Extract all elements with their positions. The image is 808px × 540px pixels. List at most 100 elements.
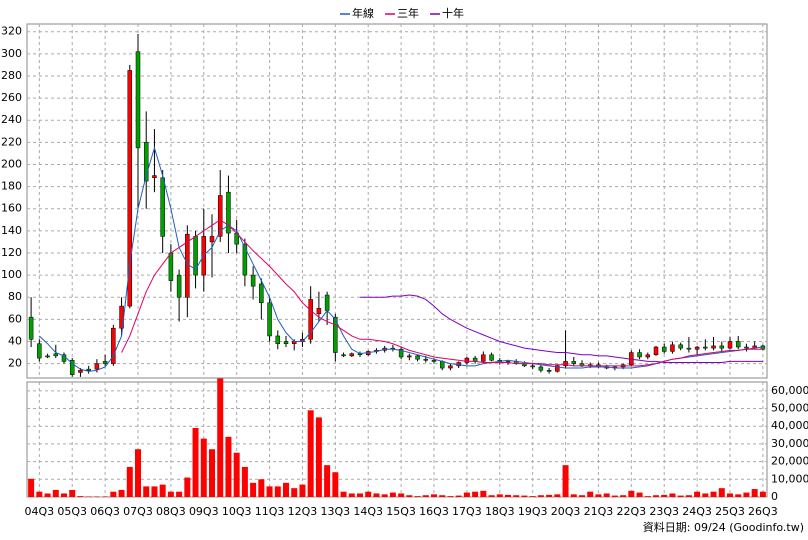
volume-bar	[52, 489, 59, 497]
volume-bar	[480, 490, 487, 497]
y-tick-label: 300	[1, 47, 22, 60]
x-tick-label: 22Q3	[617, 505, 647, 518]
volume-bar	[283, 482, 289, 497]
x-tick-label: 15Q3	[386, 505, 416, 518]
y-tick-label: 80	[8, 290, 22, 303]
volume-bar	[620, 495, 627, 497]
candle-body	[283, 341, 289, 344]
volume-bar	[315, 417, 322, 497]
candle-body	[538, 366, 544, 371]
y-tick-label: 20	[8, 357, 22, 370]
volume-bar	[200, 438, 207, 497]
y-tick-label: 40	[8, 334, 22, 347]
volume-bar	[398, 493, 405, 497]
candle-body	[333, 316, 338, 353]
volume-bar	[628, 490, 635, 497]
candle-body	[670, 344, 675, 352]
volume-bar	[118, 489, 125, 497]
candle-body	[160, 177, 165, 237]
volume-bar	[61, 493, 67, 497]
volume-bar	[365, 491, 372, 497]
x-tick-label: 14Q3	[353, 505, 383, 518]
price-panel	[26, 23, 768, 379]
x-tick-label: 25Q3	[715, 505, 745, 518]
x-tick-label: 19Q3	[518, 505, 548, 518]
volume-bar	[159, 484, 166, 497]
volume-bar	[151, 486, 158, 497]
volume-bar	[291, 488, 298, 497]
volume-bar	[751, 489, 758, 497]
volume-bar	[348, 493, 355, 497]
x-tick-label: 21Q3	[584, 505, 614, 518]
y-tick-label: 320	[1, 25, 22, 38]
candle-body	[711, 345, 716, 349]
volume-bar	[537, 495, 544, 497]
volume-bar	[192, 428, 199, 497]
volume-bar	[669, 493, 676, 497]
x-tick-label: 23Q3	[649, 505, 679, 518]
x-tick-label: 06Q3	[90, 505, 120, 518]
candle-body	[341, 354, 346, 357]
candle-body	[546, 370, 552, 372]
candle-body	[226, 191, 231, 234]
volume-bar	[677, 495, 684, 497]
volume-bar	[381, 494, 388, 497]
candle-body	[678, 344, 683, 349]
candle-body	[703, 346, 708, 349]
volume-bar	[685, 495, 692, 497]
volume-bar	[258, 479, 265, 497]
candle-body	[242, 243, 248, 276]
volume-bar	[439, 495, 446, 497]
volume-bar	[472, 491, 479, 497]
volume-bar	[373, 493, 380, 497]
candle-body	[275, 335, 281, 344]
volume-bar	[579, 495, 585, 497]
volume-bar	[521, 495, 528, 497]
candle-body	[415, 355, 420, 360]
y-tick-label: 240	[1, 113, 22, 126]
y-tick-label: 220	[1, 135, 22, 148]
candle-body	[37, 343, 42, 359]
y-tick-label: 260	[1, 91, 22, 104]
volume-bar	[529, 496, 536, 497]
candle-body	[727, 341, 733, 349]
volume-bar	[513, 495, 520, 497]
candle-body	[176, 274, 182, 298]
volume-bar	[488, 495, 495, 497]
x-tick-label: 12Q3	[288, 505, 318, 518]
y-tick-label: 30,000	[771, 437, 808, 450]
candle-body	[316, 308, 322, 315]
volume-bar	[546, 494, 553, 497]
candle-body	[217, 195, 223, 237]
y-tick-label: 280	[1, 69, 22, 82]
volume-bar	[710, 491, 717, 497]
volume-bar	[274, 486, 281, 497]
x-tick-label: 17Q3	[452, 505, 482, 518]
volume-bar	[727, 493, 733, 497]
volume-bar	[324, 465, 331, 497]
volume-bar	[661, 494, 668, 497]
x-tick-label: 16Q3	[419, 505, 449, 518]
volume-panel	[26, 381, 768, 498]
volume-bar	[167, 491, 174, 497]
ma-line	[38, 146, 763, 372]
volume-bar	[225, 436, 232, 497]
volume-bar	[735, 494, 742, 497]
volume-bar	[389, 492, 396, 497]
candle-body	[78, 370, 83, 373]
volume-bar	[653, 495, 659, 497]
volume-bar	[28, 478, 35, 497]
candle-body	[448, 365, 453, 369]
ma-line	[121, 219, 763, 367]
legend-label: 十年	[442, 6, 464, 20]
candle-body	[555, 365, 560, 372]
volume-bar	[217, 378, 224, 497]
y-tick-label: 60	[8, 312, 22, 325]
volume-bar	[266, 486, 273, 497]
candle-body	[653, 346, 659, 356]
x-tick-label: 18Q3	[485, 505, 515, 518]
candle-body	[563, 361, 568, 367]
volume-bar	[603, 493, 610, 497]
candle-body	[349, 353, 355, 357]
candle-body	[431, 360, 437, 362]
